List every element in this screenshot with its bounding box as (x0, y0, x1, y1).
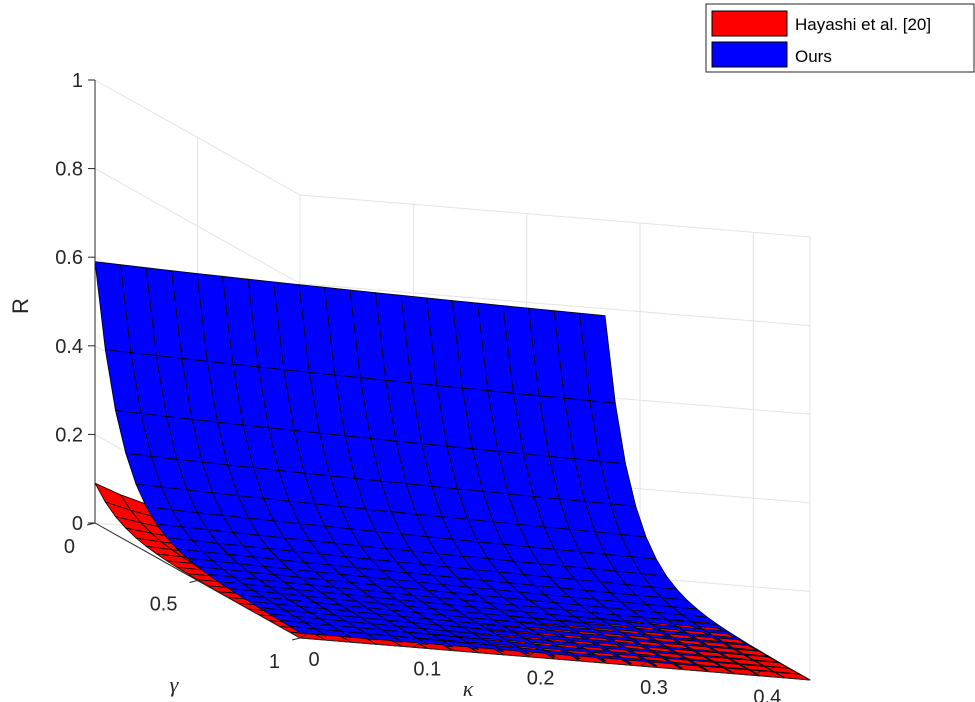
y-tick-label: 1 (269, 651, 280, 673)
x-axis-label: κ (463, 676, 474, 701)
legend-label-ours: Ours (795, 47, 832, 66)
x-tick-label: 0.2 (527, 668, 555, 690)
legend-label-hayashi: Hayashi et al. [20] (795, 15, 931, 34)
legend: Hayashi et al. [20] Ours (705, 3, 975, 73)
grid-line (299, 283, 811, 327)
x-tick-mark (526, 652, 534, 658)
z-tick-label: 0.8 (55, 159, 83, 181)
y-tick-mark (291, 637, 301, 641)
z-tick-label: 0.4 (55, 336, 83, 358)
x-axis-line (299, 637, 811, 681)
z-axis-label: R (8, 298, 33, 314)
x-tick-mark (413, 642, 421, 648)
x-tick-mark (299, 633, 308, 639)
x-tick-mark (753, 670, 761, 676)
surface-cell-ours (289, 626, 326, 636)
surface-mesh (94, 261, 811, 681)
x-tick-label: 0.3 (640, 677, 668, 699)
z-tick-label: 0.2 (55, 424, 83, 446)
grid-line (299, 194, 811, 238)
y-tick-mark (86, 522, 96, 526)
legend-swatch-hayashi (711, 10, 788, 37)
z-tick-label: 1 (72, 70, 83, 92)
legend-swatch-ours (711, 41, 788, 68)
axes: 0 0.2 0.4 0.6 0.8 1 0 0.5 1 0 0.1 0.2 0.3 0.4 (55, 70, 811, 702)
y-tick-label: 0 (64, 536, 75, 558)
z-tick-label: 0.6 (55, 247, 83, 269)
z-tick-label: 0 (72, 513, 83, 535)
x-tick-label: 0.1 (413, 658, 441, 680)
x-tick-mark (639, 661, 648, 667)
y-axis-label: γ (170, 672, 180, 697)
x-tick-label: 0.4 (753, 686, 781, 702)
y-tick-mark (189, 580, 198, 583)
y-tick-label: 0.5 (150, 594, 178, 616)
x-tick-label: 0 (308, 649, 319, 671)
